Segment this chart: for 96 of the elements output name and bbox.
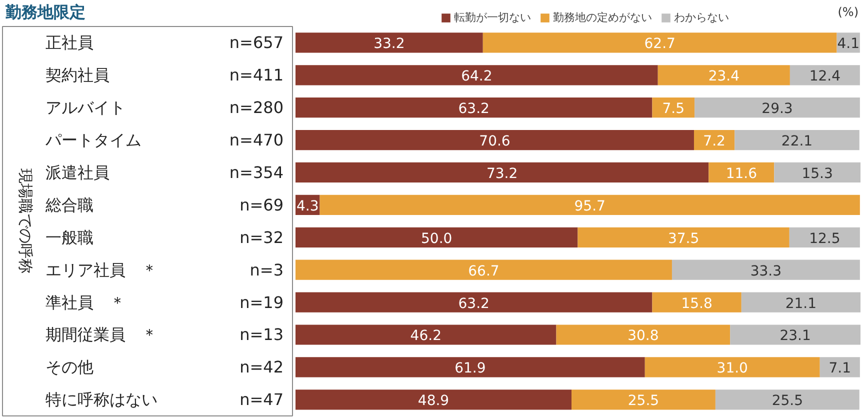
text: n=280 [229, 98, 284, 118]
data-label: 7.5 [662, 101, 685, 118]
bar [789, 227, 860, 248]
bar [652, 292, 742, 312]
data-label: 23.4 [708, 68, 740, 85]
bar [730, 324, 860, 345]
data-label: 4.3 [296, 198, 319, 214]
data-label: 62.7 [644, 36, 676, 52]
y-tick-label: 正社員 [46, 33, 94, 52]
bar [556, 324, 730, 345]
data-label: 37.5 [668, 230, 700, 247]
y-tick-label: 契約社員 [46, 66, 110, 85]
bar [741, 292, 860, 312]
data-label: 7.2 [703, 134, 726, 150]
y-tick-label: 特に呼称はない [46, 390, 158, 410]
annotation: (%) [838, 4, 858, 19]
bar [296, 357, 645, 378]
text: n=69 [240, 195, 284, 214]
y-tick-label: その他 [46, 358, 94, 377]
data-label: 63.2 [458, 101, 490, 118]
text: n=657 [229, 33, 284, 52]
bar [694, 130, 735, 150]
data-label: 25.5 [772, 393, 803, 410]
bar [296, 32, 483, 53]
y-tick-label: エリア社員 ＊ [46, 260, 158, 280]
bar [694, 98, 860, 118]
bar [578, 227, 790, 248]
y-tick-label: 準社員 ＊ [46, 292, 126, 312]
data-label: 15.3 [802, 166, 833, 182]
bar [320, 194, 860, 216]
data-label: 12.4 [809, 68, 841, 85]
bar [644, 357, 820, 378]
y-tick-label: 期間従業員 ＊ [46, 325, 158, 344]
data-label: 12.5 [809, 230, 840, 247]
text: n=42 [240, 358, 284, 377]
bar [652, 98, 695, 118]
text: n=47 [240, 390, 284, 410]
legend-label: 転勤が一切ない [454, 10, 531, 25]
legend-label: わからない [674, 10, 729, 25]
y-tick-label: 総合職 [44, 195, 94, 214]
text: n=470 [229, 130, 284, 150]
bar [672, 260, 860, 280]
bar [296, 130, 694, 150]
bar [774, 162, 860, 183]
text: n=3 [250, 260, 284, 280]
data-label: 22.1 [781, 134, 813, 150]
text: n=411 [229, 66, 284, 85]
data-label: 61.9 [454, 360, 486, 377]
data-label: 11.6 [726, 166, 758, 182]
bar [296, 390, 572, 410]
data-label: 73.2 [486, 166, 518, 182]
data-label: 21.1 [785, 296, 817, 312]
text: n=32 [240, 228, 284, 247]
data-label: 33.3 [750, 263, 782, 280]
data-label: 63.2 [458, 296, 490, 312]
bar [296, 227, 578, 248]
text: 勤務地限定 [4, 2, 86, 22]
data-label: 70.6 [479, 134, 510, 150]
bar [790, 65, 860, 86]
y-axis-title: 現場職での呼称 [16, 168, 34, 274]
bar [572, 390, 716, 410]
data-label: 46.2 [410, 328, 442, 344]
data-label: 50.0 [421, 230, 452, 247]
bar [715, 390, 860, 410]
data-label: 33.2 [374, 36, 405, 52]
bar [734, 130, 860, 150]
bar [296, 260, 672, 280]
bar [820, 357, 860, 378]
data-label: 15.8 [681, 296, 712, 312]
text: n=13 [240, 325, 284, 344]
bar [296, 98, 652, 118]
text: n=354 [229, 162, 284, 182]
bar [658, 65, 790, 86]
bar [296, 162, 709, 183]
text: n=19 [240, 292, 284, 312]
y-tick-label: 派遣社員 [46, 162, 110, 182]
data-label: 7.1 [828, 360, 852, 377]
bar [296, 292, 652, 312]
bar [708, 162, 774, 183]
data-label: 30.8 [628, 328, 659, 344]
data-label: 23.1 [780, 328, 811, 344]
bar [482, 32, 837, 53]
data-label: 31.0 [716, 360, 748, 377]
y-tick-label: 一般職 [46, 228, 94, 247]
data-label: 25.5 [628, 393, 660, 410]
data-label: 29.3 [762, 101, 793, 118]
data-label: 66.7 [468, 263, 500, 280]
data-label: 48.9 [418, 393, 450, 410]
y-tick-label: パートタイム [44, 130, 142, 150]
y-tick-label: アルバイト [46, 98, 126, 118]
bar [296, 324, 556, 345]
data-label: 95.7 [574, 198, 606, 214]
data-label: 64.2 [461, 68, 492, 85]
legend-label: 勤務地の定めがない [553, 10, 652, 25]
data-label: 4.1 [837, 36, 860, 52]
bar [296, 65, 658, 86]
